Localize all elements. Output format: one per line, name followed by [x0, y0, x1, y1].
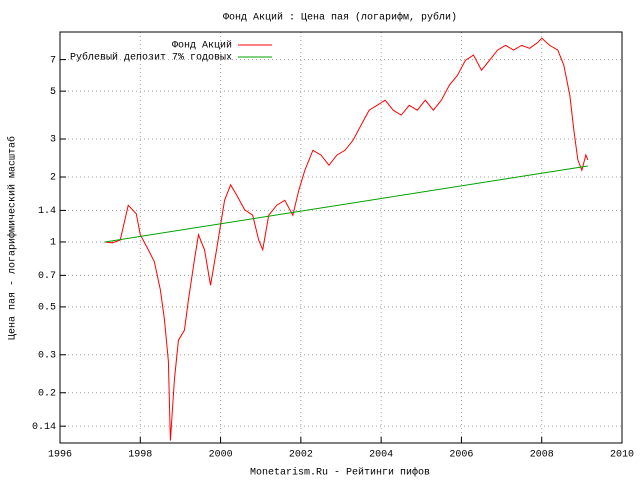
- y-tick-label: 7: [50, 55, 56, 66]
- series-line: [104, 165, 588, 243]
- y-tick-label: 5: [50, 87, 56, 98]
- y-tick-label: 0.7: [38, 271, 56, 282]
- y-tick-label: 0.5: [38, 303, 56, 314]
- legend-label: Фонд Акций: [172, 40, 232, 52]
- chart-title: Фонд Акций : Цена пая (логарифм, рубли): [223, 11, 457, 24]
- x-tick-label: 2004: [369, 450, 393, 461]
- y-tick-label: 0.2: [38, 388, 56, 399]
- y-tick-label: 0.14: [32, 422, 56, 433]
- x-tick-label: 2000: [209, 450, 233, 461]
- x-tick-label: 1996: [48, 450, 72, 461]
- x-tick-label: 2006: [449, 450, 473, 461]
- y-tick-label: 0.3: [38, 350, 56, 361]
- y-axis-label: Цена пая - логарифмический масштаб: [6, 136, 19, 340]
- x-tick-label: 2002: [289, 450, 313, 461]
- x-tick-label: 1998: [128, 450, 152, 461]
- legend-label: Рублевый депозит 7% годовых: [70, 51, 232, 64]
- y-tick-label: 2: [50, 173, 56, 184]
- x-tick-label: 2008: [530, 450, 554, 461]
- y-tick-label: 3: [50, 135, 56, 146]
- plot-frame: [59, 31, 623, 444]
- y-tick-label: 1: [50, 238, 56, 249]
- y-tick-label: 1.4: [38, 206, 56, 217]
- x-axis-label: Monetarism.Ru - Рейтинги пифов: [250, 466, 430, 479]
- series-line: [104, 37, 589, 441]
- x-tick-label: 2010: [610, 450, 634, 461]
